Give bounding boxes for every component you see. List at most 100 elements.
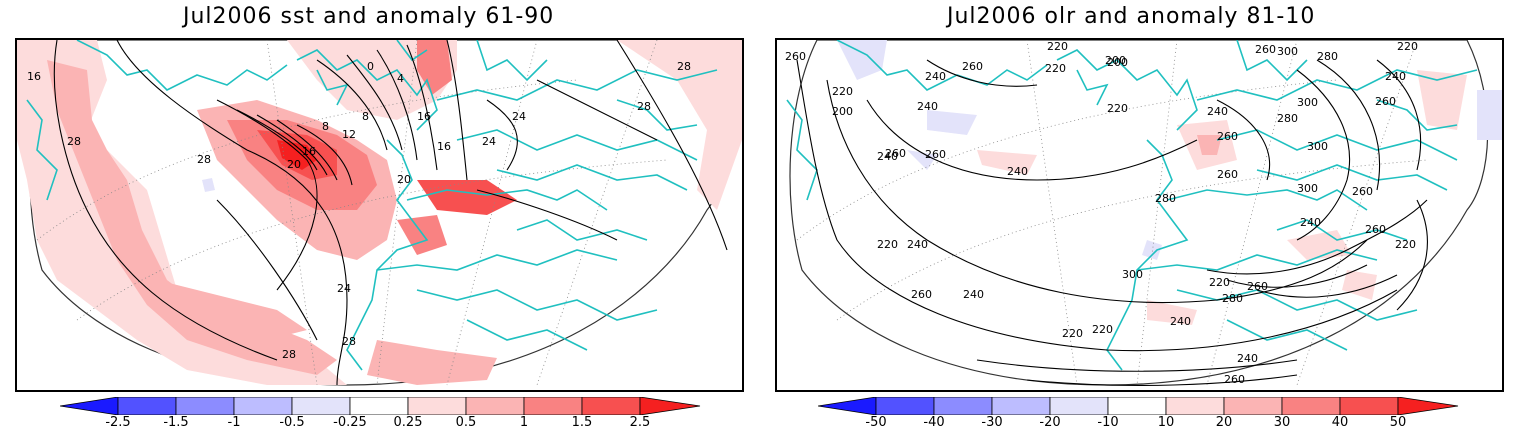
contour-label: 240 bbox=[917, 100, 938, 113]
contour-label: 260 bbox=[1217, 130, 1238, 143]
contour-label: 16 bbox=[302, 145, 316, 158]
contour-label: 240 bbox=[877, 150, 898, 163]
contour-label: 8 bbox=[322, 120, 329, 133]
contour-label: 240 bbox=[963, 288, 984, 301]
olr-contours bbox=[796, 59, 1428, 386]
left-panel-title: Jul2006 sst and anomaly 61-90 bbox=[183, 4, 555, 29]
contour-label: 24 bbox=[482, 135, 496, 148]
olr-colorbar-tick: -30 bbox=[981, 415, 1003, 430]
contour-label: 220 bbox=[1045, 62, 1066, 75]
contour-label: 260 bbox=[911, 288, 932, 301]
olr-coastlines bbox=[786, 40, 1478, 371]
sst-colorbar-tick: -0.5 bbox=[279, 415, 305, 430]
contour-label: 280 bbox=[1222, 292, 1243, 305]
contour-label: 240 bbox=[1300, 216, 1321, 229]
contour-label: 260 bbox=[925, 148, 946, 161]
contour-label: 28 bbox=[197, 153, 211, 166]
olr-colorbar-tick: 10 bbox=[1157, 415, 1175, 430]
contour-label: 28 bbox=[637, 100, 651, 113]
contour-label: 16 bbox=[417, 110, 431, 123]
contour-label: 12 bbox=[342, 128, 356, 141]
contour-label: 200 bbox=[1105, 54, 1126, 67]
contour-label: 260 bbox=[785, 50, 806, 63]
contour-label: 280 bbox=[1277, 112, 1298, 125]
contour-label: 220 bbox=[1107, 102, 1128, 115]
contour-label: 300 bbox=[1307, 140, 1328, 153]
contour-label: 260 bbox=[1247, 280, 1268, 293]
sst-colorbar-tick: -1 bbox=[227, 415, 241, 430]
olr-colorbar-tick: -50 bbox=[865, 415, 887, 430]
contour-label: 300 bbox=[1122, 268, 1143, 281]
contour-label: 24 bbox=[337, 282, 351, 295]
olr-colorbar-tick: 20 bbox=[1215, 415, 1233, 430]
contour-label: 4 bbox=[397, 72, 404, 85]
contour-label: 260 bbox=[1255, 43, 1276, 56]
contour-label: 240 bbox=[907, 238, 928, 251]
contour-label: 280 bbox=[1317, 50, 1338, 63]
contour-label: 220 bbox=[1062, 327, 1083, 340]
olr-colorbar bbox=[818, 397, 1459, 415]
contour-label: 220 bbox=[1395, 238, 1416, 251]
contour-label: 28 bbox=[282, 348, 296, 361]
contour-label: 260 bbox=[1365, 223, 1386, 236]
olr-contour-labels: 260 220 200 240 240 260 220 200 220 220 … bbox=[785, 40, 1418, 386]
contour-label: 220 bbox=[832, 85, 853, 98]
contour-label: 240 bbox=[1007, 165, 1028, 178]
contour-label: 300 bbox=[1297, 182, 1318, 195]
sst-colorbar-tick: -0.25 bbox=[333, 415, 367, 430]
contour-label: 220 bbox=[1047, 40, 1068, 53]
olr-colorbar-tick: -40 bbox=[923, 415, 945, 430]
sst-graticule bbox=[36, 40, 668, 386]
olr-map-panel: 260 220 200 240 240 260 220 200 220 220 … bbox=[775, 38, 1504, 392]
contour-label: 300 bbox=[1297, 96, 1318, 109]
right-panel-title: Jul2006 olr and anomaly 81-10 bbox=[947, 4, 1316, 29]
contour-label: 220 bbox=[1092, 323, 1113, 336]
sst-contours bbox=[53, 40, 728, 386]
olr-graticule bbox=[796, 40, 1428, 386]
contour-label: 220 bbox=[1209, 276, 1230, 289]
olr-colorbar-tick: -10 bbox=[1097, 415, 1119, 430]
contour-label: 260 bbox=[1375, 95, 1396, 108]
contour-label: 260 bbox=[962, 60, 983, 73]
olr-colorbar-tick: -20 bbox=[1039, 415, 1061, 430]
contour-label: 240 bbox=[1385, 70, 1406, 83]
contour-label: 220 bbox=[1397, 40, 1418, 53]
olr-colorbar-tick: 30 bbox=[1273, 415, 1291, 430]
contour-label: 20 bbox=[397, 173, 411, 186]
sst-colorbar-tick: 1.5 bbox=[571, 415, 593, 430]
contour-label: 220 bbox=[877, 238, 898, 251]
olr-map: 260 220 200 240 240 260 220 200 220 220 … bbox=[785, 40, 1502, 386]
contour-label: 28 bbox=[677, 60, 691, 73]
contour-label: 28 bbox=[342, 335, 356, 348]
contour-label: 0 bbox=[367, 60, 374, 73]
sst-colorbar-tick: 1 bbox=[519, 415, 529, 430]
sst-map: 16 28 28 28 16 20 12 8 8 4 0 16 20 16 24… bbox=[17, 40, 742, 390]
sst-contour-labels: 16 28 28 28 16 20 12 8 8 4 0 16 20 16 24… bbox=[27, 60, 691, 361]
sst-colorbar-tick: -2.5 bbox=[105, 415, 131, 430]
contour-label: 200 bbox=[832, 105, 853, 118]
olr-colorbar-tick: 50 bbox=[1389, 415, 1407, 430]
contour-label: 24 bbox=[512, 110, 526, 123]
olr-anomaly-shading bbox=[837, 40, 1502, 325]
sst-colorbar-tick: -1.5 bbox=[163, 415, 189, 430]
contour-label: 16 bbox=[27, 70, 41, 83]
contour-label: 260 bbox=[1217, 168, 1238, 181]
sst-colorbar-tick: 0.5 bbox=[455, 415, 477, 430]
sst-colorbar bbox=[60, 397, 701, 415]
sst-colorbar-tick: 2.5 bbox=[629, 415, 651, 430]
contour-label: 20 bbox=[287, 158, 301, 171]
sst-map-panel: 16 28 28 28 16 20 12 8 8 4 0 16 20 16 24… bbox=[15, 38, 744, 392]
contour-label: 8 bbox=[362, 110, 369, 123]
contour-label: 280 bbox=[1155, 192, 1176, 205]
contour-label: 260 bbox=[885, 147, 906, 160]
contour-label: 300 bbox=[1277, 45, 1298, 58]
contour-label: 240 bbox=[1207, 105, 1228, 118]
contour-label: 240 bbox=[1170, 315, 1191, 328]
sst-coastlines bbox=[26, 40, 718, 371]
contour-label: 240 bbox=[1237, 352, 1258, 365]
contour-label: 260 bbox=[1352, 185, 1373, 198]
sst-colorbar-tick: 0.25 bbox=[393, 415, 423, 430]
contour-label: 200 bbox=[1107, 56, 1128, 69]
contour-label: 240 bbox=[925, 70, 946, 83]
contour-label: 260 bbox=[1224, 373, 1245, 386]
